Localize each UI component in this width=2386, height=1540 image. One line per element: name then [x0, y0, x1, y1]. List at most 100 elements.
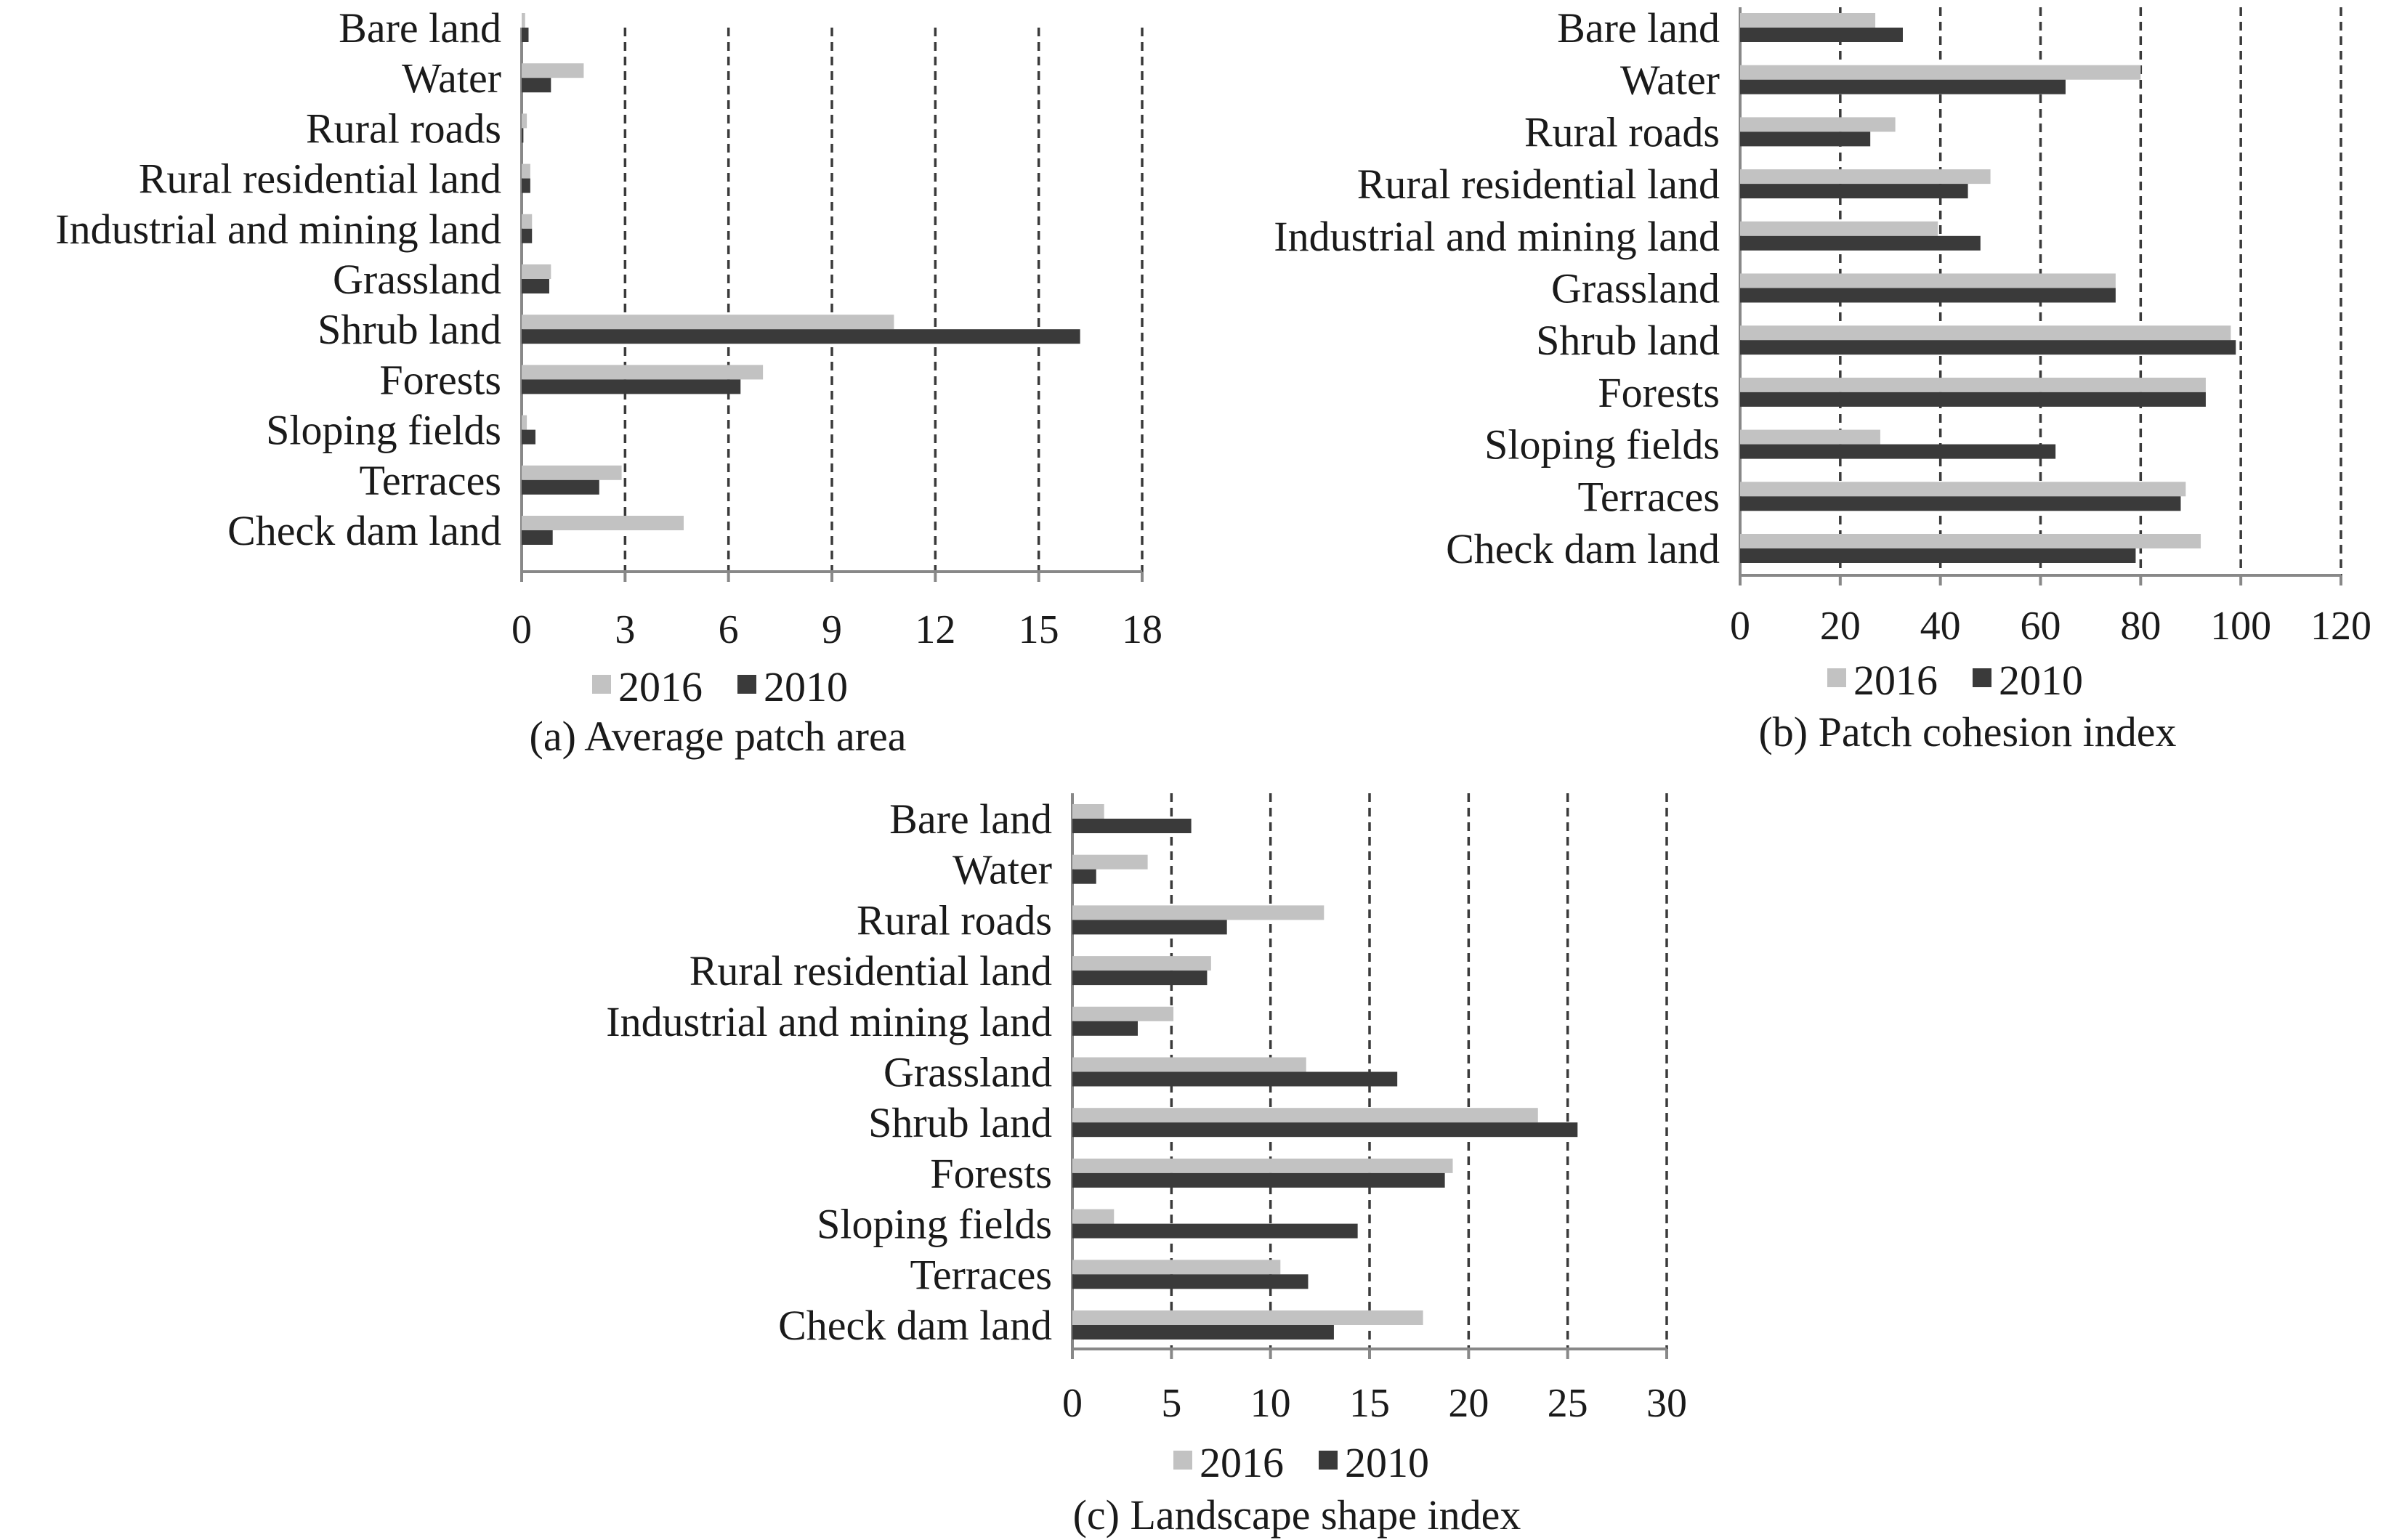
bar-b-2010-4	[1740, 235, 1981, 251]
bar-a-2010-10	[522, 530, 553, 545]
bar-c-2010-9	[1072, 1274, 1309, 1289]
legend-label-a-2010: 2010	[764, 663, 848, 710]
bar-b-2016-3	[1740, 169, 1991, 185]
bar-a-2016-9	[522, 465, 622, 480]
category-label-b-9: Terraces	[1577, 473, 1720, 520]
category-label-b-4: Industrial and mining land	[1274, 213, 1720, 260]
tick-label-b-120: 120	[2310, 604, 2371, 649]
tick-label-c-5: 5	[1161, 1381, 1181, 1426]
category-label-a-5: Grassland	[333, 256, 501, 303]
category-label-b-10: Check dam land	[1446, 525, 1720, 572]
bar-c-2016-8	[1072, 1209, 1115, 1224]
bar-c-2010-7	[1072, 1172, 1445, 1188]
legend-swatch-b-2016	[1827, 668, 1846, 687]
bar-b-2010-5	[1740, 288, 2116, 303]
bar-b-2016-1	[1740, 65, 2141, 80]
category-label-b-7: Forests	[1598, 369, 1720, 416]
tick-label-a-9: 9	[822, 607, 842, 652]
category-label-b-0: Bare land	[1557, 4, 1720, 52]
category-label-b-2: Rural roads	[1524, 108, 1720, 155]
bar-c-2010-10	[1072, 1325, 1334, 1340]
bar-c-2016-6	[1072, 1108, 1538, 1123]
tick-label-a-0: 0	[511, 607, 532, 652]
bar-b-2016-6	[1740, 325, 2231, 341]
bar-b-2016-5	[1740, 273, 2116, 288]
bar-c-2016-5	[1072, 1057, 1306, 1072]
tick-label-a-6: 6	[719, 607, 739, 652]
bar-a-2010-3	[522, 178, 530, 193]
category-label-c-4: Industrial and mining land	[606, 998, 1052, 1045]
bar-a-2010-2	[522, 128, 524, 143]
bar-a-2016-6	[522, 315, 894, 330]
category-label-a-9: Terraces	[359, 457, 501, 504]
bar-a-2016-5	[522, 264, 551, 279]
category-label-c-1: Water	[953, 846, 1052, 893]
bar-a-2016-2	[522, 113, 527, 129]
legend-swatch-b-2010	[1973, 668, 1991, 687]
category-label-a-3: Rural residential land	[139, 155, 501, 203]
bar-b-2010-8	[1740, 444, 2056, 459]
bar-b-2010-3	[1740, 184, 1968, 199]
category-label-c-9: Terraces	[910, 1251, 1052, 1298]
category-label-a-0: Bare land	[339, 4, 501, 52]
category-label-a-8: Sloping fields	[266, 407, 501, 454]
tick-label-c-30: 30	[1646, 1381, 1687, 1426]
legend-label-a-2016: 2016	[618, 663, 703, 710]
bar-c-2016-3	[1072, 956, 1211, 971]
bar-c-2010-0	[1072, 819, 1192, 833]
bar-a-2010-7	[522, 379, 741, 394]
tick-label-c-0: 0	[1062, 1381, 1083, 1426]
category-label-b-1: Water	[1620, 57, 1720, 104]
tick-label-c-15: 15	[1349, 1381, 1390, 1426]
bar-c-2010-1	[1072, 869, 1096, 884]
category-label-c-8: Sloping fields	[817, 1201, 1052, 1248]
chart-caption-b: (b) Patch cohesion index	[1758, 708, 2176, 755]
chart-caption-a: (a) Average patch area	[530, 713, 907, 760]
bar-c-2016-9	[1072, 1260, 1281, 1275]
bar-c-2016-2	[1072, 905, 1325, 920]
bar-c-2016-1	[1072, 854, 1148, 870]
bar-c-2016-10	[1072, 1310, 1423, 1325]
bar-b-2016-7	[1740, 377, 2206, 392]
category-label-c-5: Grassland	[883, 1049, 1052, 1096]
category-label-a-7: Forests	[379, 356, 501, 403]
tick-label-a-15: 15	[1019, 607, 1059, 652]
bar-b-2010-0	[1740, 28, 1903, 42]
bar-a-2010-9	[522, 479, 599, 495]
category-label-c-7: Forests	[930, 1150, 1052, 1197]
category-label-b-6: Shrub land	[1536, 317, 1720, 364]
tick-label-b-40: 40	[1920, 604, 1961, 649]
bar-a-2016-0	[522, 13, 525, 28]
bar-b-2010-1	[1740, 79, 2066, 94]
legend-label-c-2010: 2010	[1345, 1439, 1429, 1486]
bar-a-2010-6	[522, 329, 1080, 344]
bar-c-2010-4	[1072, 1021, 1138, 1036]
bar-b-2016-4	[1740, 221, 1938, 236]
legend-swatch-c-2016	[1173, 1451, 1192, 1470]
legend-swatch-a-2010	[737, 675, 756, 694]
category-label-a-2: Rural roads	[306, 105, 501, 152]
chart-caption-c: (c) Landscape shape index	[1073, 1491, 1521, 1539]
bar-a-2010-5	[522, 279, 549, 293]
legend-label-b-2016: 2016	[1853, 657, 1938, 704]
category-label-a-10: Check dam land	[227, 507, 501, 554]
legend-swatch-a-2016	[592, 675, 611, 694]
tick-label-a-3: 3	[615, 607, 635, 652]
bar-a-2016-7	[522, 365, 764, 380]
bar-b-2016-9	[1740, 482, 2186, 497]
category-label-a-4: Industrial and mining land	[55, 206, 501, 253]
bar-c-2016-0	[1072, 804, 1104, 819]
bar-b-2010-7	[1740, 392, 2206, 407]
tick-label-b-20: 20	[1820, 604, 1861, 649]
bar-b-2010-9	[1740, 496, 2181, 511]
bar-a-2010-8	[522, 429, 535, 445]
bar-c-2016-7	[1072, 1158, 1453, 1173]
bar-b-2010-6	[1740, 340, 2236, 355]
bar-a-2016-1	[522, 63, 584, 78]
tick-label-b-60: 60	[2021, 604, 2061, 649]
bar-c-2010-8	[1072, 1223, 1358, 1239]
category-label-c-6: Shrub land	[868, 1099, 1052, 1146]
bar-a-2016-8	[522, 415, 527, 430]
bar-b-2016-8	[1740, 429, 1880, 445]
